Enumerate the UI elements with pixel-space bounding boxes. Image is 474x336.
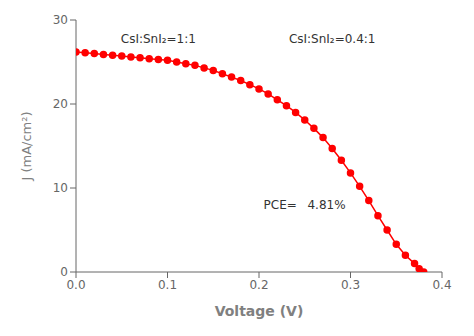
svg-text:10: 10 bbox=[53, 181, 68, 195]
svg-text:0.3: 0.3 bbox=[341, 278, 360, 292]
svg-text:PCE=: PCE= bbox=[264, 198, 297, 212]
svg-text:CsI:SnI₂=1:1: CsI:SnI₂=1:1 bbox=[121, 32, 196, 46]
svg-text:CsI:SnI₂=0.4:1: CsI:SnI₂=0.4:1 bbox=[289, 32, 376, 46]
svg-text:4.81%: 4.81% bbox=[307, 198, 345, 212]
svg-text:20: 20 bbox=[53, 97, 68, 111]
svg-text:30: 30 bbox=[53, 13, 68, 27]
svg-text:0.2: 0.2 bbox=[249, 278, 268, 292]
svg-text:0.1: 0.1 bbox=[158, 278, 177, 292]
svg-text:0.4: 0.4 bbox=[432, 278, 451, 292]
svg-text:0: 0 bbox=[60, 265, 68, 279]
svg-text:Voltage (V): Voltage (V) bbox=[215, 303, 304, 319]
svg-text:J (mA/cm²): J (mA/cm²) bbox=[19, 111, 34, 181]
svg-text:0.0: 0.0 bbox=[66, 278, 85, 292]
